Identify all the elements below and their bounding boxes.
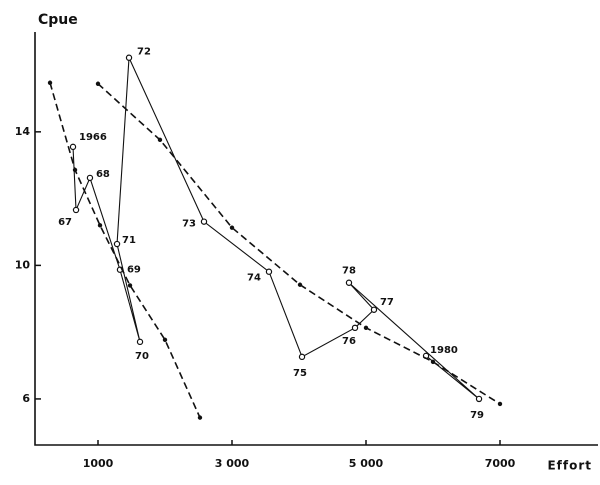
- point-label: 70: [135, 351, 149, 362]
- point-label: 74: [247, 273, 261, 284]
- data-point: [69, 143, 77, 151]
- data-point: [136, 338, 144, 346]
- point-label: 75: [293, 368, 307, 379]
- curve-point: [197, 415, 203, 420]
- curve-point: [162, 337, 168, 343]
- data-line: [72, 57, 480, 400]
- curve-point: [430, 359, 436, 365]
- point-label: 79: [470, 410, 484, 421]
- data-point: [345, 279, 353, 286]
- axes: [34, 32, 598, 446]
- data-point: [265, 268, 273, 275]
- y-tick-label: 10: [15, 258, 31, 271]
- point-label: 67: [58, 217, 72, 228]
- curve-point: [229, 225, 235, 230]
- fit-curve: [49, 82, 201, 418]
- point-label: 1966: [79, 132, 107, 143]
- curve-point: [363, 325, 369, 331]
- y-tick-label: 14: [15, 125, 31, 138]
- curve-point: [95, 81, 101, 86]
- point-label: 73: [182, 219, 196, 230]
- y-tick-label: 6: [22, 392, 30, 405]
- x-axis-label: Effort: [547, 459, 592, 473]
- point-label: 68: [96, 169, 110, 180]
- x-tick-label: 5 000: [349, 457, 384, 470]
- curve-point: [127, 283, 133, 288]
- curve-point: [47, 80, 53, 85]
- x-tick-label: 7000: [485, 457, 516, 470]
- curve-point: [72, 167, 78, 173]
- point-label: 72: [137, 47, 151, 58]
- point-label: 77: [380, 297, 394, 308]
- data-point: [113, 240, 121, 248]
- curve-point: [97, 223, 103, 228]
- data-point: [72, 206, 80, 214]
- data-point: [351, 324, 359, 332]
- point-label: 1980: [430, 345, 458, 356]
- data-point: [125, 54, 133, 61]
- point-label: 69: [127, 265, 141, 276]
- data-point: [475, 395, 483, 403]
- y-axis-label: Cpue: [38, 12, 78, 28]
- curve-point: [157, 137, 163, 143]
- data-point: [370, 306, 378, 313]
- point-label: 76: [342, 336, 356, 347]
- data-point: [86, 174, 94, 182]
- data-point: [298, 353, 306, 361]
- point-label: 71: [122, 235, 136, 246]
- curve-point: [297, 282, 303, 287]
- x-tick-label: 1000: [83, 457, 114, 470]
- data-point: [200, 218, 208, 225]
- point-label: 78: [342, 266, 356, 277]
- x-tick-label: 3 000: [215, 457, 250, 470]
- curve-point: [497, 401, 503, 407]
